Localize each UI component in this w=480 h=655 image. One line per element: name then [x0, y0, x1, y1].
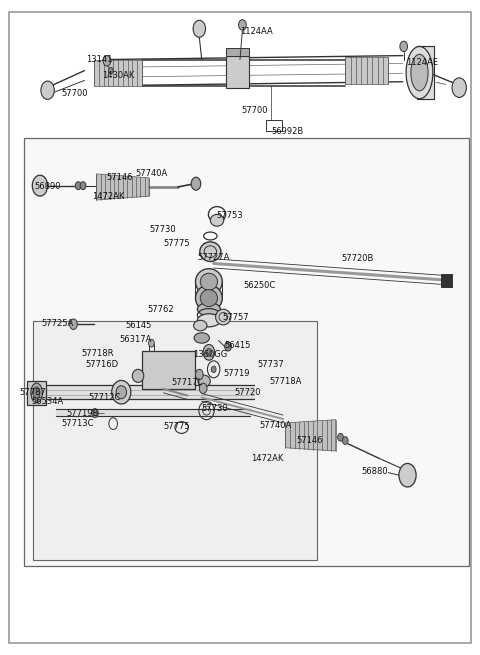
Polygon shape: [96, 174, 149, 200]
Ellipse shape: [116, 386, 127, 399]
Ellipse shape: [200, 273, 217, 290]
Text: 56992B: 56992B: [272, 127, 304, 136]
Circle shape: [32, 175, 48, 196]
Circle shape: [92, 409, 98, 418]
Polygon shape: [286, 420, 336, 451]
Circle shape: [103, 56, 111, 66]
Text: 56890: 56890: [35, 183, 61, 191]
Text: 56145: 56145: [125, 321, 152, 330]
Circle shape: [75, 181, 81, 189]
Circle shape: [41, 81, 54, 100]
Circle shape: [199, 383, 207, 394]
Circle shape: [225, 342, 231, 351]
Bar: [24, 138, 469, 566]
Ellipse shape: [411, 54, 428, 91]
Circle shape: [206, 348, 212, 356]
Ellipse shape: [31, 383, 42, 403]
Bar: [226, 56, 249, 88]
Text: 57700: 57700: [61, 89, 88, 98]
Text: 57720B: 57720B: [341, 254, 373, 263]
Text: 57787: 57787: [20, 388, 47, 398]
Text: 1430AK: 1430AK: [102, 71, 134, 81]
Text: 56250C: 56250C: [243, 281, 275, 290]
Circle shape: [70, 319, 77, 329]
Circle shape: [337, 434, 343, 441]
Text: 57740A: 57740A: [260, 421, 292, 430]
Ellipse shape: [216, 309, 231, 325]
Circle shape: [191, 177, 201, 190]
Ellipse shape: [198, 375, 210, 387]
Ellipse shape: [112, 381, 131, 404]
Text: 57757: 57757: [222, 313, 249, 322]
Bar: [142, 351, 194, 389]
Ellipse shape: [193, 320, 207, 331]
Text: 57146: 57146: [106, 173, 132, 181]
Circle shape: [452, 78, 467, 98]
Text: 57700: 57700: [241, 106, 268, 115]
Text: 57720: 57720: [234, 388, 261, 398]
Text: 56317A: 56317A: [120, 335, 152, 345]
Circle shape: [195, 369, 203, 380]
Circle shape: [108, 67, 113, 74]
Text: 57740A: 57740A: [135, 170, 168, 178]
Text: 57730: 57730: [202, 404, 228, 413]
Ellipse shape: [195, 269, 222, 295]
Text: 1360GG: 1360GG: [193, 350, 228, 360]
Ellipse shape: [197, 303, 220, 316]
Text: 57727A: 57727A: [197, 253, 230, 262]
Bar: [441, 274, 452, 287]
Text: 56415: 56415: [225, 341, 251, 350]
Text: 57775: 57775: [164, 239, 190, 248]
Ellipse shape: [200, 242, 221, 261]
Ellipse shape: [406, 47, 433, 99]
Text: 13141: 13141: [85, 55, 112, 64]
Bar: [417, 47, 434, 99]
Ellipse shape: [200, 290, 217, 307]
Text: 56534A: 56534A: [32, 397, 64, 406]
Text: 57737: 57737: [258, 360, 285, 369]
Ellipse shape: [194, 333, 209, 343]
Polygon shape: [33, 321, 317, 559]
Circle shape: [211, 366, 216, 373]
Text: 57753: 57753: [216, 210, 243, 219]
Text: 57725A: 57725A: [41, 319, 73, 328]
Text: 57762: 57762: [148, 305, 174, 314]
Circle shape: [80, 181, 86, 189]
Text: 1472AK: 1472AK: [252, 454, 284, 462]
Text: 57716D: 57716D: [85, 360, 119, 369]
Text: 57730: 57730: [149, 225, 176, 234]
Text: 57719B: 57719B: [67, 409, 99, 418]
Circle shape: [342, 437, 348, 445]
Circle shape: [399, 464, 416, 487]
Ellipse shape: [132, 369, 144, 383]
Bar: [27, 381, 46, 405]
Bar: [266, 120, 282, 132]
Text: 57712C: 57712C: [89, 393, 121, 402]
Text: 1472AK: 1472AK: [92, 193, 125, 201]
Circle shape: [239, 20, 246, 30]
Text: 57718R: 57718R: [81, 349, 114, 358]
Text: 57717L: 57717L: [172, 378, 203, 387]
Polygon shape: [345, 57, 388, 84]
Circle shape: [193, 20, 205, 37]
Text: 57718A: 57718A: [269, 377, 301, 386]
Text: 57713C: 57713C: [61, 419, 94, 428]
Text: 57775: 57775: [164, 422, 190, 432]
Text: 57146: 57146: [296, 436, 323, 445]
Bar: [226, 48, 249, 56]
Ellipse shape: [33, 387, 40, 399]
Text: 1124AE: 1124AE: [406, 58, 438, 67]
Text: 1124AA: 1124AA: [240, 27, 273, 36]
Text: 57719: 57719: [223, 369, 250, 378]
Ellipse shape: [195, 285, 222, 311]
Circle shape: [149, 339, 155, 347]
Circle shape: [203, 345, 215, 360]
Polygon shape: [94, 60, 142, 86]
Ellipse shape: [210, 214, 224, 226]
Ellipse shape: [197, 314, 220, 327]
Circle shape: [400, 41, 408, 52]
Text: 56880: 56880: [361, 467, 388, 476]
